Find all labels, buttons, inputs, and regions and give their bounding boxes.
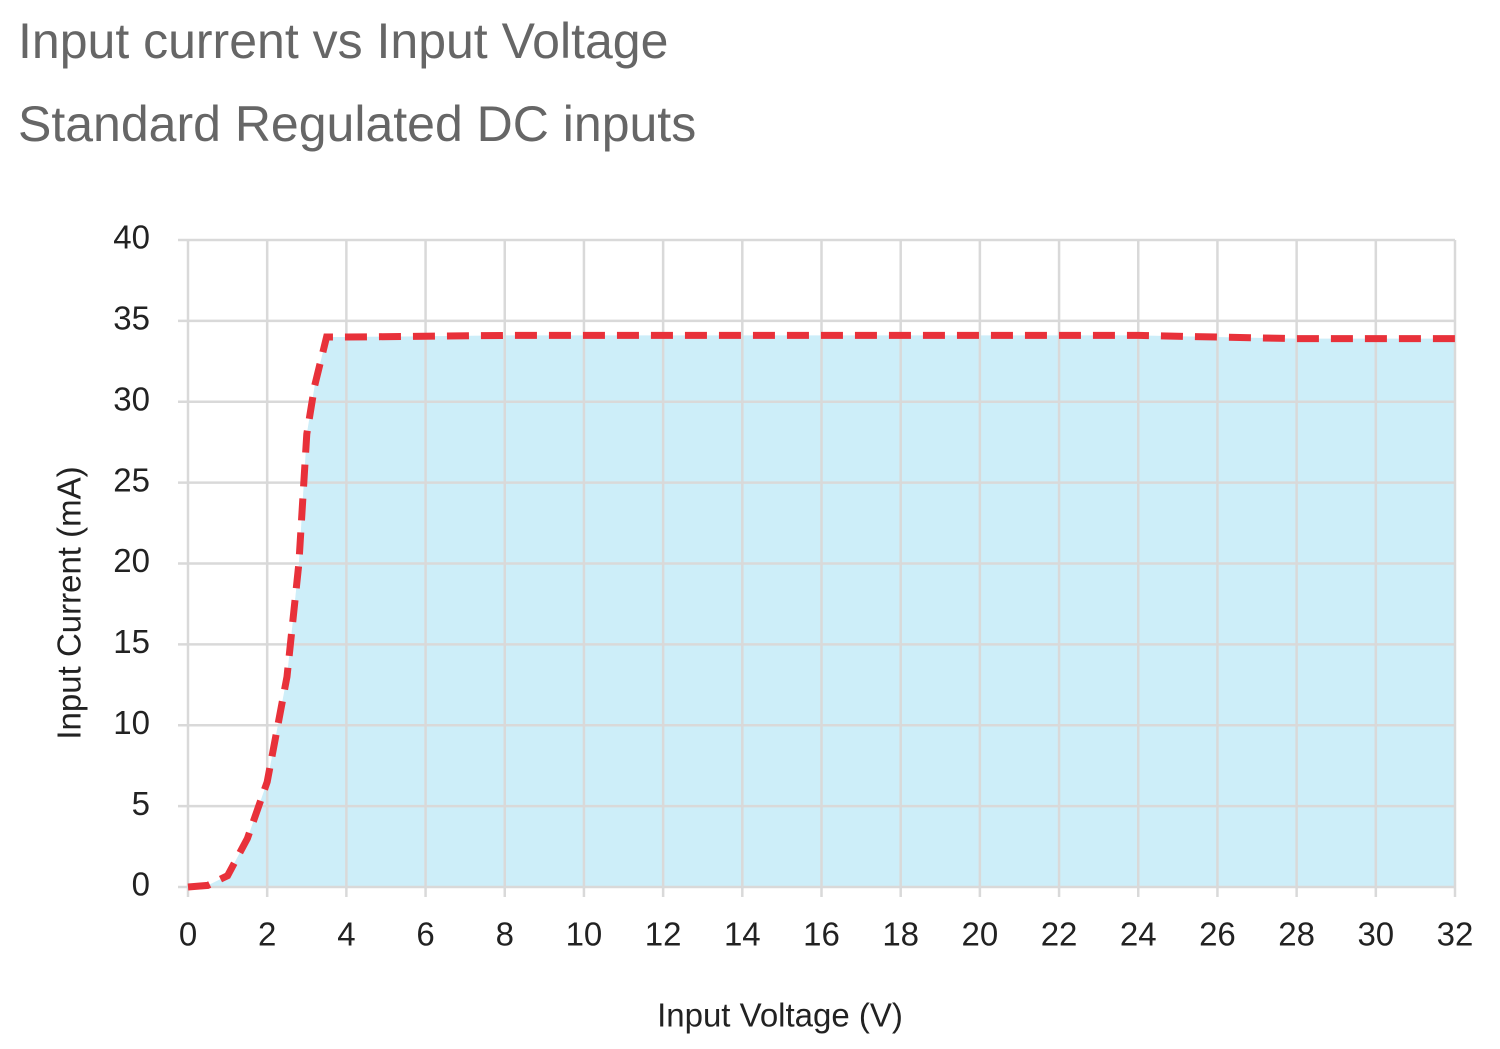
x-tick-label: 6 (416, 916, 434, 953)
y-tick-label: 15 (113, 623, 150, 660)
y-tick-label: 40 (113, 219, 150, 256)
y-tick-label: 30 (113, 380, 150, 417)
y-tick-label: 35 (113, 300, 150, 337)
x-tick-label: 24 (1120, 916, 1157, 953)
x-tick-label: 18 (882, 916, 919, 953)
x-tick-label: 30 (1357, 916, 1394, 953)
y-axis-label: Input Current (mA) (51, 466, 88, 739)
x-tick-label: 2 (258, 916, 276, 953)
x-tick-label: 0 (179, 916, 197, 953)
x-tick-label: 12 (645, 916, 682, 953)
x-tick-label: 20 (962, 916, 999, 953)
x-tick-label: 14 (724, 916, 761, 953)
chart-title: Input current vs Input Voltage (18, 13, 668, 69)
y-tick-label: 20 (113, 542, 150, 579)
x-tick-label: 26 (1199, 916, 1236, 953)
y-tick-label: 5 (132, 785, 150, 822)
y-tick-label: 10 (113, 704, 150, 741)
x-tick-label: 28 (1278, 916, 1315, 953)
x-tick-label: 16 (803, 916, 840, 953)
x-tick-label: 10 (566, 916, 603, 953)
x-tick-label: 8 (496, 916, 514, 953)
x-tick-label: 4 (337, 916, 355, 953)
x-tick-label: 32 (1437, 916, 1474, 953)
y-tick-label: 0 (132, 866, 150, 903)
y-tick-label: 25 (113, 461, 150, 498)
x-axis-label: Input Voltage (V) (657, 997, 903, 1034)
chart-subtitle: Standard Regulated DC inputs (18, 96, 696, 152)
line (187, 331, 1455, 891)
x-tick-label: 22 (1041, 916, 1078, 953)
